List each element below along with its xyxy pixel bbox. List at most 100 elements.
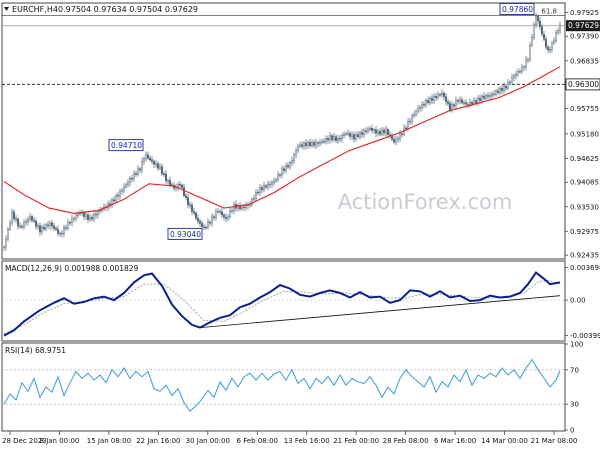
candle-body [337,138,340,141]
rsi-title: RSI(14) 68.9751 [5,346,66,355]
candle-body [180,184,183,188]
time-axis-tick-label: 28 Feb 08:00 [383,437,429,445]
time-axis-tick-label: 6 Mar 16:00 [434,437,476,445]
price-axis-tick-label: 0.92975 [570,228,599,236]
candle-body [144,154,147,159]
candle-body [495,90,498,95]
candle-body [136,168,139,175]
candle-body [138,168,141,171]
candle-body [4,238,7,248]
candle-body [152,161,155,165]
candle-body [453,104,456,107]
candle-body [381,129,384,135]
candle-body [379,131,382,135]
moving-average-line [3,66,561,214]
candle-body [399,133,402,139]
candle-body [25,221,28,223]
candle-body [21,226,24,228]
candle-body [228,210,231,218]
macd-line [3,271,561,337]
symbol-label: EURCHF,H4 [12,5,58,14]
candle-body [265,185,268,188]
candle-body [301,144,304,147]
candle-body [146,154,149,159]
candle-body [505,85,508,89]
candle-body [148,157,151,160]
candle-body [3,246,6,248]
candle-body [413,114,416,117]
candle-body [128,178,131,183]
time-axis-tick-label: 15 Jan 08:00 [87,437,131,445]
candle-body [130,178,133,180]
candle-body [343,134,346,136]
candle-body [257,191,260,194]
candle-body [435,95,438,98]
candle-body [29,216,32,220]
price-annotation-label: 0.97860 [502,5,533,14]
candle-body [210,216,213,224]
candle-body [261,187,264,191]
candle-body [377,131,380,134]
candle-body [447,101,450,104]
candle-body [277,174,280,180]
price-axis-tick-label: 0.92435 [570,252,599,260]
candle-body [140,161,143,171]
candle-body [549,49,552,51]
candle-body [17,218,20,227]
candle-body [90,217,93,220]
time-axis-tick-label: 6 Feb 08:00 [237,437,278,445]
candle-body [198,221,201,224]
current-price-tag: 0.97629 [566,20,600,32]
candle-body [485,95,488,99]
candle-body [94,213,97,216]
candle-body [459,99,462,102]
candle-body [433,95,436,101]
candle-body [53,225,56,229]
candle-body [533,24,536,38]
candle-body [419,107,422,109]
candle-body [39,225,42,233]
candle-body [503,85,506,91]
candle-body [365,130,368,132]
candle-body [254,191,257,199]
candle-body [353,134,356,140]
candle-body [164,173,167,182]
candle-body [208,221,211,224]
time-axis-tick-label: 8 Jan 00:00 [40,437,80,445]
candle-body [325,138,328,142]
candle-body [467,103,470,106]
candle-body [51,222,54,227]
candle-body [43,226,46,230]
candle-body [206,221,209,228]
fib-61-8-label: 61.8 [541,7,557,15]
candle-body [118,191,121,197]
candle-body [509,81,512,84]
candle-body [220,211,223,216]
candle-body [126,182,129,185]
candle-body [226,216,229,219]
collapse-arrow-icon[interactable] [4,7,9,11]
candle-body [61,232,64,235]
candle-body [96,211,99,216]
candle-body [407,121,410,129]
candle-body [477,97,480,103]
candle-body [192,211,195,214]
macd-axis-tick-label: 0.00 [570,297,586,305]
candle-body [395,138,398,143]
price-axis-tick-label: 0.97390 [570,33,599,41]
candle-body [158,166,161,169]
candle-body [222,214,225,218]
candle-body [297,146,300,151]
candle-body [275,179,278,182]
candle-body [291,160,294,163]
candle-body [156,163,159,169]
candle-body [236,205,239,209]
candle-body [281,168,284,176]
candle-body [57,229,60,234]
candle-body [525,59,528,68]
candle-body [176,184,179,188]
candle-body [194,212,197,219]
candle-body [441,93,444,95]
candle-body [252,198,255,200]
